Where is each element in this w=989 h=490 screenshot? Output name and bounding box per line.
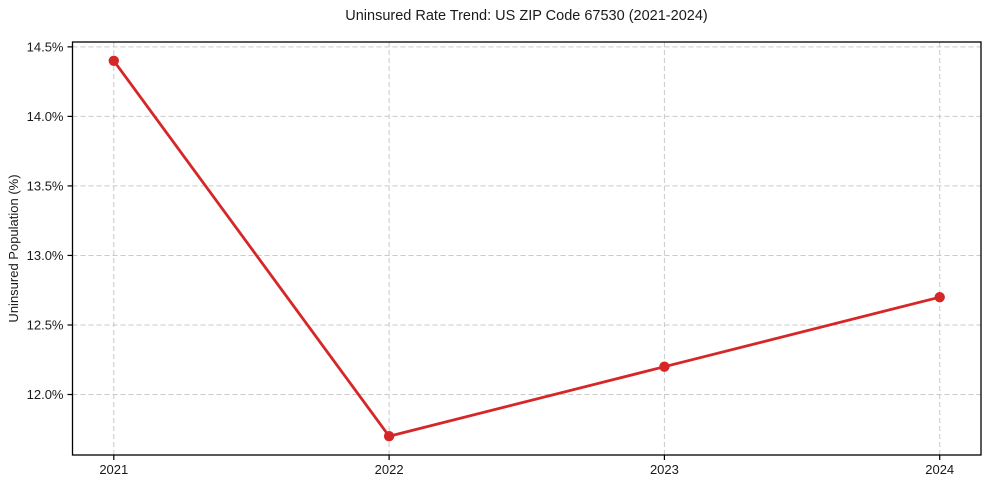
chart-title: Uninsured Rate Trend: US ZIP Code 67530 … — [345, 8, 707, 24]
plot-border — [71, 41, 982, 456]
y-tick-label: 14.5% — [27, 39, 64, 54]
y-tick-label: 14.0% — [27, 109, 64, 124]
y-tick-label: 12.5% — [27, 317, 64, 332]
data-point-marker — [934, 291, 945, 303]
x-tick-label: 2021 — [99, 462, 128, 477]
x-tick-label: 2023 — [650, 462, 679, 477]
axis-layer: 12.0% 12.5% 13.0% 13.5% 14.0% 14.5% 2021 2022 20… — [27, 39, 982, 477]
data-point-marker — [659, 361, 670, 372]
x-tick-label: 2024 — [925, 462, 954, 477]
y-tick-label: 13.5% — [27, 178, 64, 193]
trend-line — [112, 59, 942, 438]
data-point-marker — [108, 55, 119, 66]
y-tick-label: 13.0% — [27, 248, 64, 263]
grid-layer — [72, 42, 981, 455]
y-tick-label: 12.0% — [27, 387, 64, 402]
data-point-marker — [383, 431, 395, 442]
series-layer — [108, 55, 945, 442]
x-tick-label: 2022 — [375, 462, 404, 477]
y-axis-title: Uninsured Population (%) — [6, 174, 21, 322]
